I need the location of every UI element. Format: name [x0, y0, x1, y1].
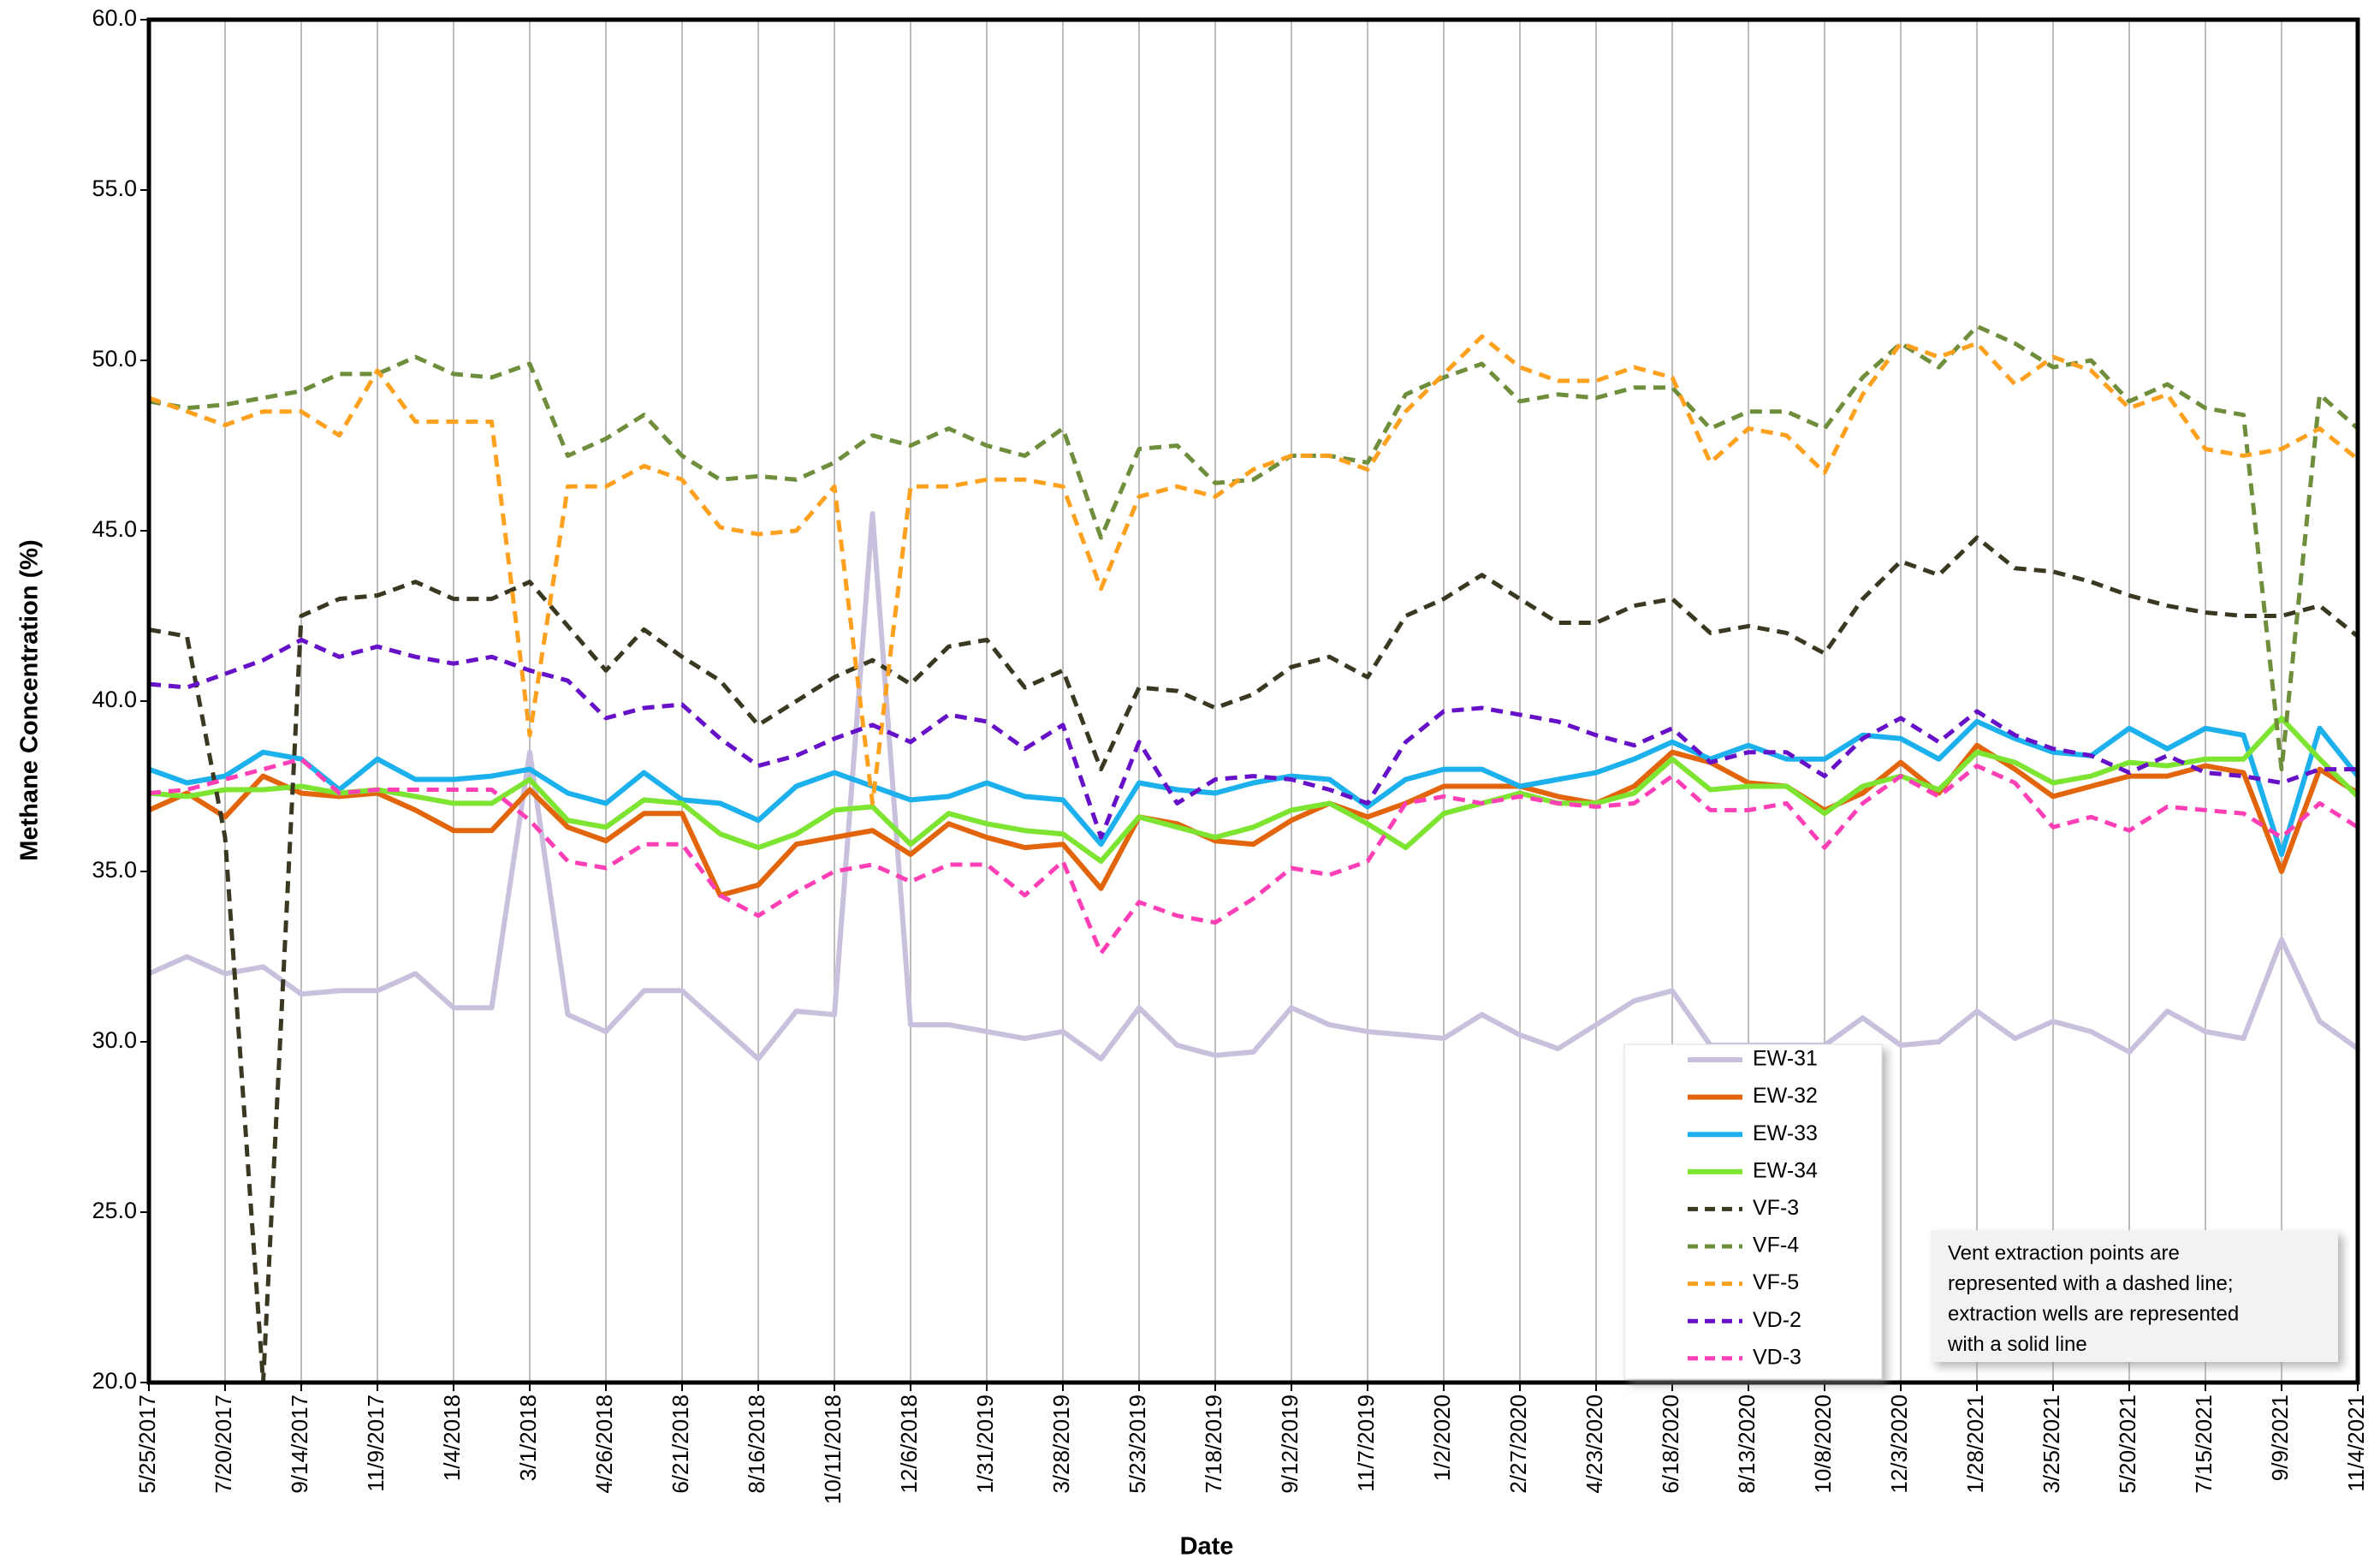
- x-tick-label: 5/23/2019: [1125, 1395, 1150, 1494]
- x-tick-label: 11/9/2017: [363, 1395, 389, 1492]
- annotation-line: Vent extraction points are: [1948, 1241, 2180, 1264]
- series-line: [149, 718, 2358, 858]
- axes: 5/25/2017 7/20/2017 9/14/2017 11/9/2017 1/4/…: [92, 5, 2368, 1504]
- x-tick-label: 7/20/2017: [211, 1395, 236, 1494]
- x-tick-label: 12/6/2018: [896, 1395, 922, 1494]
- legend-label: VF-5: [1753, 1270, 1799, 1294]
- y-tick-label: 25.0: [92, 1198, 137, 1223]
- y-tick-label: 40.0: [92, 687, 137, 712]
- series-line: [149, 324, 2358, 772]
- series-line: [149, 334, 2358, 806]
- grid: [148, 20, 2359, 1383]
- legend-box: [1623, 1044, 1883, 1380]
- x-tick-label: 7/15/2021: [2191, 1395, 2217, 1494]
- x-tick-label: 9/14/2017: [287, 1395, 312, 1494]
- y-tick-label: 55.0: [92, 175, 137, 201]
- legend-label: VF-4: [1753, 1234, 1799, 1258]
- annotation-line: represented with a dashed line;: [1948, 1272, 2234, 1295]
- plot-lines: [149, 324, 2358, 1383]
- legend-label: EW-31: [1753, 1047, 1818, 1071]
- y-tick-label: 20.0: [92, 1368, 137, 1394]
- x-tick-label: 10/8/2020: [1810, 1395, 1836, 1494]
- x-tick-label: 5/20/2021: [2115, 1395, 2140, 1494]
- series-line: [149, 511, 2358, 1061]
- x-tick-label: 9/9/2021: [2267, 1395, 2293, 1481]
- legend-label: VD-2: [1753, 1308, 1801, 1332]
- x-tick-label: 1/4/2018: [439, 1395, 465, 1481]
- x-tick-label: 11/7/2019: [1353, 1395, 1379, 1492]
- legend-label: EW-34: [1753, 1158, 1818, 1182]
- y-tick-label: 45.0: [92, 516, 137, 542]
- legend-label: VD-3: [1753, 1345, 1801, 1369]
- x-tick-label: 7/18/2019: [1201, 1395, 1226, 1494]
- x-tick-label: 1/31/2019: [972, 1395, 998, 1494]
- x-tick-label: 9/12/2019: [1277, 1395, 1303, 1494]
- series-line: [149, 715, 2358, 865]
- legend: EW-31 EW-32 EW-33 EW-34 VF-3 VF-4 VF-5 VD-2 VD-3: [1623, 1044, 1883, 1380]
- x-tick-label: 4/26/2018: [591, 1395, 617, 1494]
- y-axis-title: Methane Concentration (%): [16, 539, 44, 860]
- series-line: [149, 637, 2358, 840]
- annotation-line: with a solid line: [1947, 1333, 2087, 1356]
- series-line: [149, 757, 2358, 955]
- x-tick-label: 6/21/2018: [668, 1395, 693, 1494]
- x-tick-label: 6/18/2020: [1658, 1395, 1683, 1494]
- annotation: Vent extraction points are represented wi…: [1931, 1230, 2338, 1362]
- y-tick-label: 30.0: [92, 1027, 137, 1053]
- legend-label: VF-3: [1753, 1196, 1799, 1220]
- x-tick-label: 5/25/2017: [134, 1395, 160, 1494]
- x-tick-label: 8/13/2020: [1734, 1395, 1760, 1494]
- series-line: [149, 535, 2358, 1383]
- x-tick-label: 3/28/2019: [1048, 1395, 1074, 1494]
- legend-label: EW-32: [1753, 1084, 1818, 1108]
- annotation-line: extraction wells are represented: [1948, 1302, 2239, 1325]
- x-tick-label: 4/23/2020: [1582, 1395, 1607, 1494]
- y-tick-label: 35.0: [92, 857, 137, 883]
- x-tick-label: 10/11/2018: [820, 1395, 846, 1504]
- x-tick-label: 3/1/2018: [515, 1395, 541, 1481]
- x-tick-label: 12/3/2020: [1886, 1395, 1912, 1494]
- y-tick-label: 50.0: [92, 346, 137, 372]
- x-tick-label: 2/27/2020: [1505, 1395, 1531, 1494]
- legend-label: EW-33: [1753, 1121, 1818, 1145]
- y-tick-label: 60.0: [92, 5, 137, 31]
- x-tick-label: 1/2/2020: [1429, 1395, 1455, 1481]
- x-tick-label: 11/4/2021: [2343, 1395, 2369, 1492]
- annotation-box: [1931, 1230, 2338, 1362]
- x-tick-label: 1/28/2021: [1962, 1395, 1988, 1494]
- x-axis-title: Date: [1180, 1533, 1234, 1561]
- x-tick-label: 3/25/2021: [2039, 1395, 2064, 1494]
- x-tick-label: 8/16/2018: [744, 1395, 769, 1494]
